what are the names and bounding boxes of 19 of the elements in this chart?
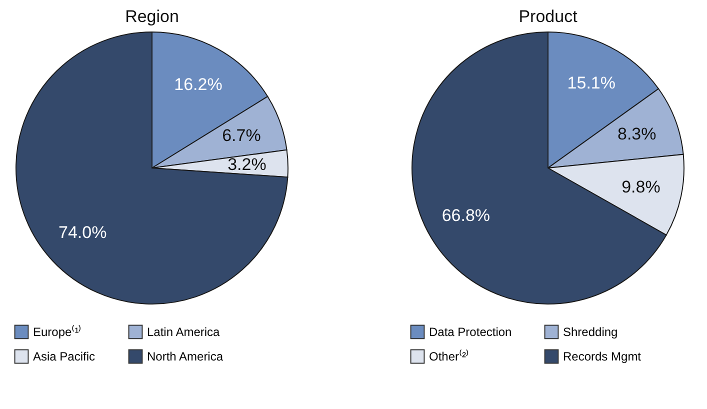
legend-label: North America: [147, 350, 224, 364]
data-label: 3.2%: [228, 154, 266, 174]
legend-label: Asia Pacific: [33, 350, 96, 364]
data-label: 66.8%: [442, 206, 490, 225]
data-label: 9.8%: [622, 178, 660, 197]
legend-label: Records Mgmt: [563, 350, 642, 364]
legend-label: Other⁽²⁾: [429, 350, 470, 364]
data-label: 8.3%: [617, 124, 656, 144]
chart-title: Product: [518, 7, 578, 26]
legend-label: Latin America: [147, 324, 220, 339]
pie-slice: [16, 32, 288, 304]
data-label: 16.2%: [174, 75, 222, 94]
data-label: 6.7%: [222, 126, 261, 145]
data-label: 15.1%: [567, 73, 616, 92]
legend-label: Shredding: [563, 324, 618, 339]
data-label: 74.0%: [58, 222, 107, 242]
legend-label: Europe⁽¹⁾: [33, 324, 82, 339]
legend-label: Data Protection: [429, 324, 512, 339]
chart-title: Region: [125, 7, 179, 26]
